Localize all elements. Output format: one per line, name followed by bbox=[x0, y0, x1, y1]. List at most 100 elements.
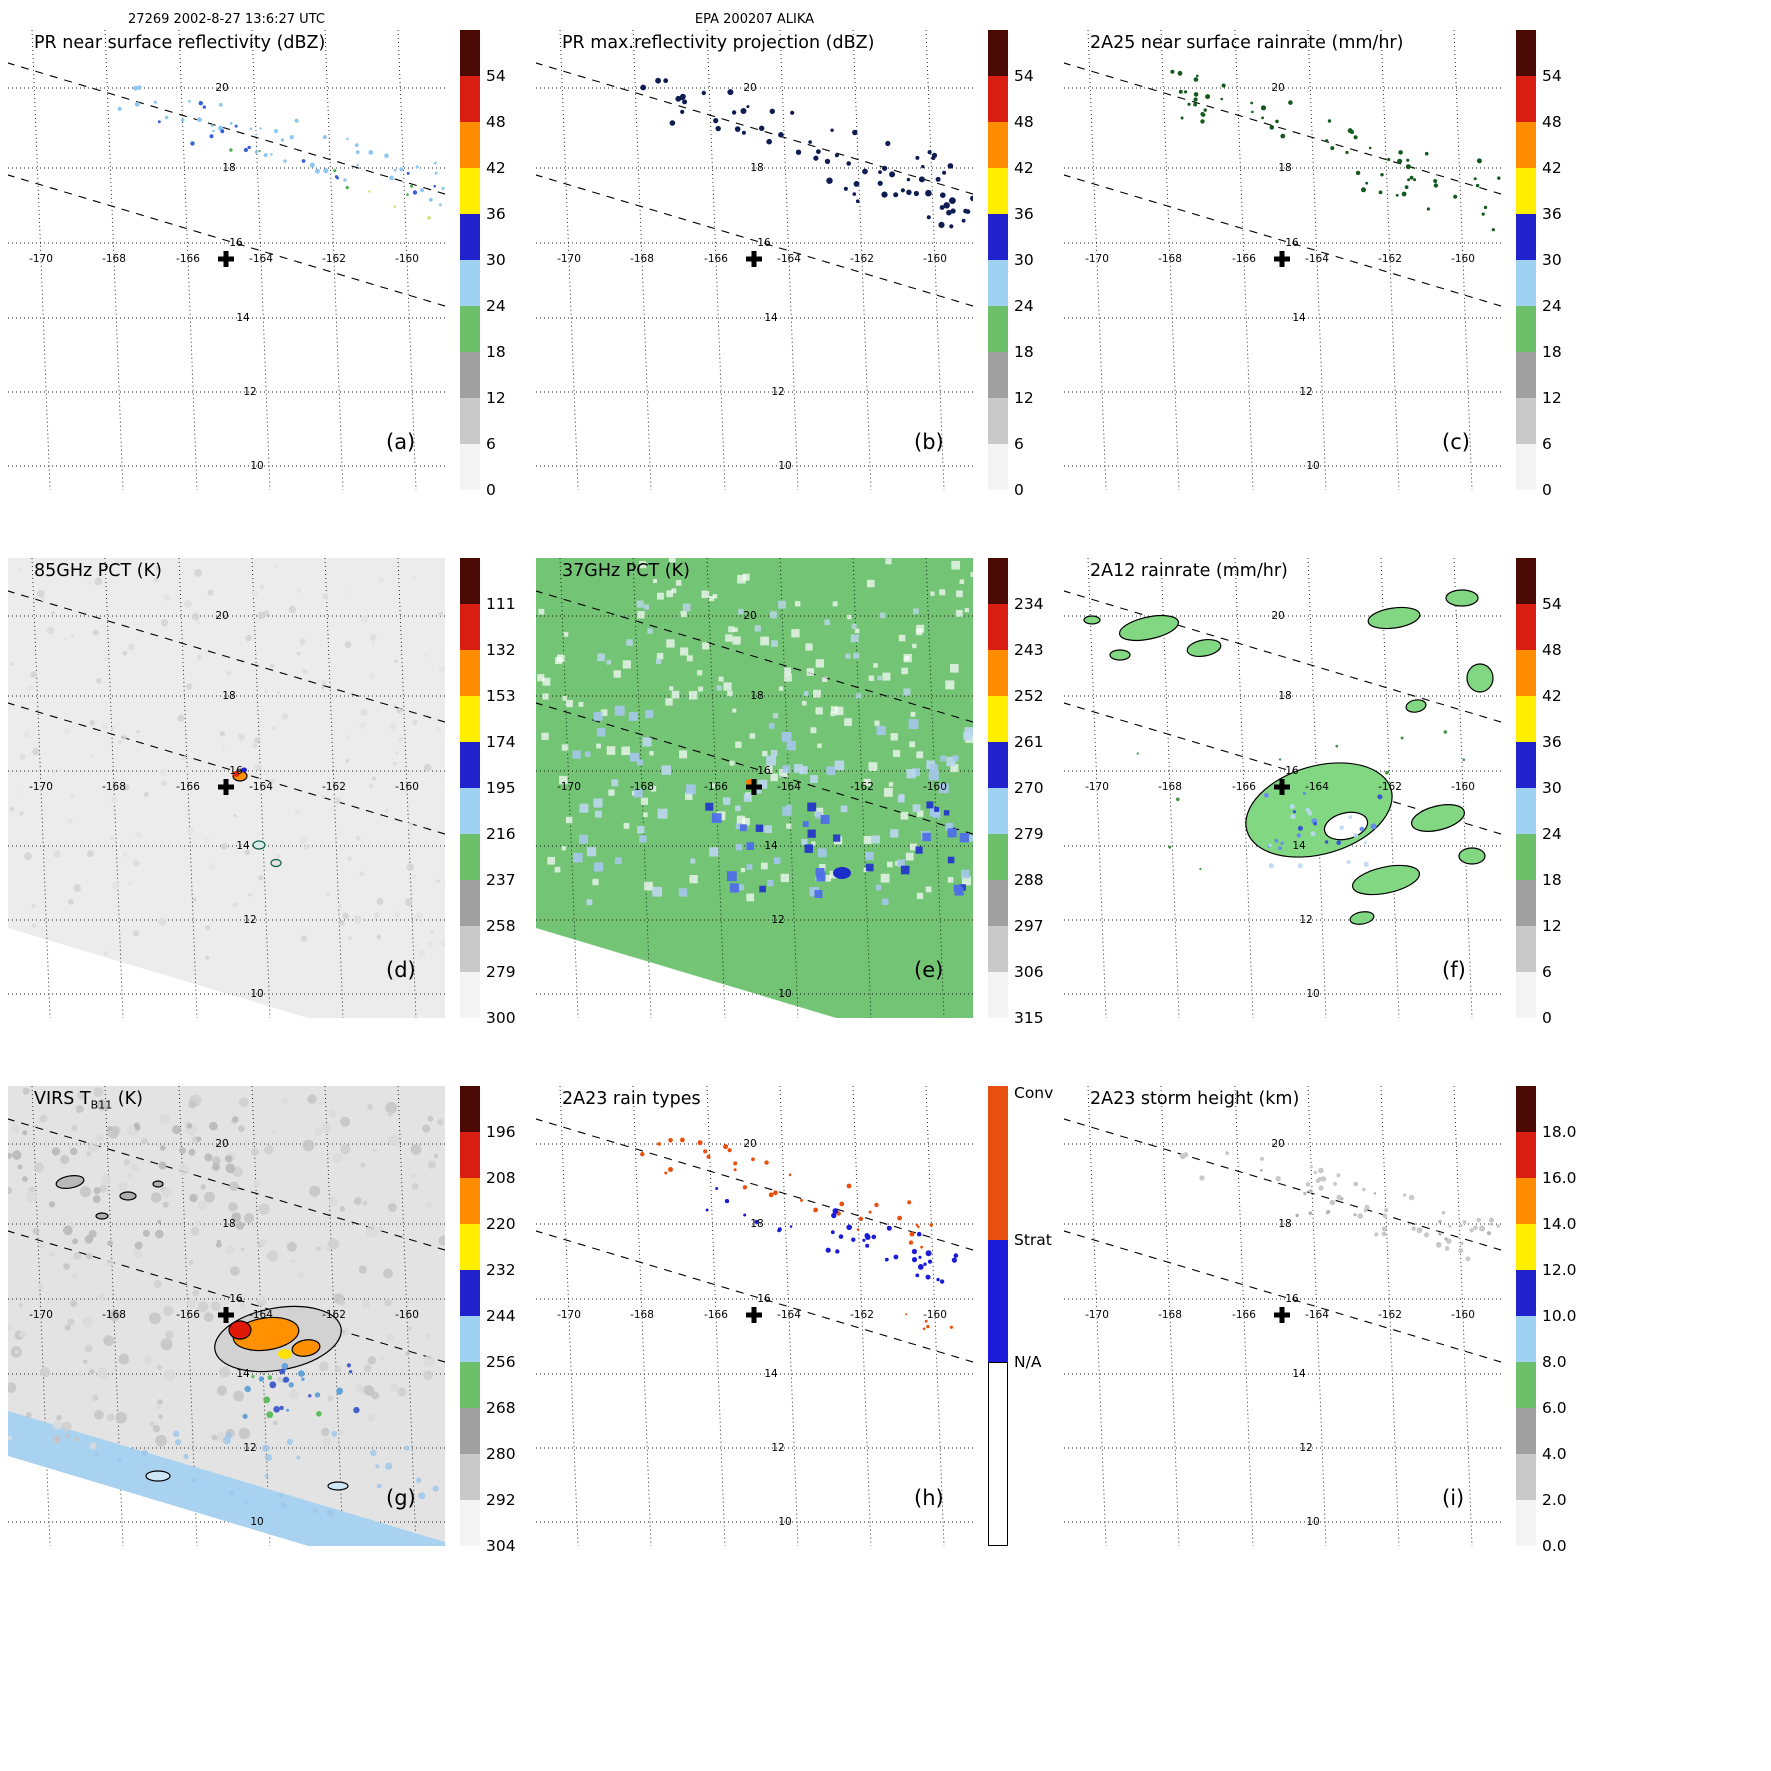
colorbar-tick-label: 48 bbox=[1542, 641, 1562, 659]
lon-tick-label: -170 bbox=[1085, 253, 1109, 265]
panel-title: 2A12 rainrate (mm/hr) bbox=[1090, 561, 1288, 581]
lon-tick-label: -166 bbox=[1232, 1309, 1256, 1321]
storm-center-cross bbox=[1274, 779, 1290, 795]
lat-tick-label: 18 bbox=[750, 1218, 764, 1230]
colorbar-segment bbox=[1516, 1362, 1536, 1408]
colorbar-tick-label: 111 bbox=[486, 595, 516, 613]
panel-title-text: 2A23 rain types bbox=[562, 1089, 701, 1109]
colorbar-segment bbox=[1516, 1408, 1536, 1454]
colorbar-segment bbox=[1516, 352, 1536, 398]
colorbar-segment bbox=[988, 696, 1008, 742]
colorbar-tick-label: 18 bbox=[486, 343, 506, 361]
colorbar-segment bbox=[460, 1224, 480, 1270]
colorbar-segment bbox=[1516, 558, 1536, 604]
lon-tick-label: -170 bbox=[29, 1309, 53, 1321]
colorbar-segment bbox=[1516, 214, 1536, 260]
colorbar-tick-label: 279 bbox=[486, 963, 516, 981]
colorbar-tick-label: 256 bbox=[486, 1353, 516, 1371]
panel-title: 2A23 rain types bbox=[562, 1089, 701, 1109]
colorbar-segment bbox=[988, 214, 1008, 260]
colorbar-segment bbox=[460, 880, 480, 926]
lon-tick-label: -168 bbox=[102, 253, 126, 265]
colorbar-segment bbox=[460, 1270, 480, 1316]
panel-title-text: 85GHz PCT (K) bbox=[34, 561, 162, 581]
colorbar-tick-label: 306 bbox=[1014, 963, 1044, 981]
colorbar-tick-label: 54 bbox=[1014, 67, 1034, 85]
lon-tick-label: -168 bbox=[1158, 253, 1182, 265]
lat-tick-label: 10 bbox=[1306, 460, 1320, 472]
colorbar-tick-label: 261 bbox=[1014, 733, 1044, 751]
colorbar-segment bbox=[460, 696, 480, 742]
swath-edge-lines bbox=[8, 1118, 445, 1363]
colorbar-segment bbox=[1516, 76, 1536, 122]
lat-tick-label: 20 bbox=[1271, 1138, 1285, 1150]
colorbar-segment bbox=[1516, 1224, 1536, 1270]
lat-tick-label: 14 bbox=[236, 312, 250, 324]
lon-tick-label: -168 bbox=[102, 781, 126, 793]
swath-edge-lines bbox=[8, 590, 445, 835]
lat-tick-label: 12 bbox=[243, 914, 257, 926]
colorbar-tick-label: 18 bbox=[1542, 871, 1562, 889]
colorbar-tick-label: 36 bbox=[486, 205, 506, 223]
storm-center-cross bbox=[746, 779, 762, 795]
panel-title-tail: (K) bbox=[112, 1089, 143, 1109]
lat-tick-label: 16 bbox=[1285, 237, 1299, 249]
colorbar-tick-label: 18.0 bbox=[1542, 1123, 1577, 1141]
colorbar-tick-label: 24 bbox=[1542, 825, 1562, 843]
colorbar-tick-label: 8.0 bbox=[1542, 1353, 1567, 1371]
colorbar-segment bbox=[460, 742, 480, 788]
colorbar-segment bbox=[460, 30, 480, 76]
colorbar-labels-b: 54 48 42 36 30 24 18 12 6 0 bbox=[1014, 30, 1066, 504]
colorbar-tick-label: 0 bbox=[1542, 481, 1552, 499]
map-canvas-g bbox=[8, 1086, 445, 1546]
panel-i: -170 -168 -166 -164 -162 -160 20 18 16 14 12 10 2A23… bbox=[1064, 1086, 1594, 1560]
colorbar-labels-e: 234 243 252 261 270 279 288 297 306 315 bbox=[1014, 558, 1066, 1032]
colorbar-tick-label: 244 bbox=[486, 1307, 516, 1325]
storm-center-cross bbox=[218, 779, 234, 795]
lon-tick-label: -170 bbox=[557, 253, 581, 265]
colorbar-tick-label: 30 bbox=[1542, 779, 1562, 797]
lat-tick-label: 20 bbox=[1271, 610, 1285, 622]
lat-tick-label: 16 bbox=[757, 1293, 771, 1305]
colorbar-tick-label: 16.0 bbox=[1542, 1169, 1577, 1187]
colorbar-segment bbox=[1516, 1178, 1536, 1224]
colorbar-labels-c: 54 48 42 36 30 24 18 12 6 0 bbox=[1542, 30, 1594, 504]
colorbar-segment bbox=[1516, 1454, 1536, 1500]
lon-tick-label: -160 bbox=[923, 1309, 947, 1321]
colorbar-tick-label: 6.0 bbox=[1542, 1399, 1567, 1417]
lon-tick-label: -162 bbox=[322, 781, 346, 793]
colorbar-segment bbox=[1516, 788, 1536, 834]
colorbar-tick-label: 12 bbox=[1542, 917, 1562, 935]
colorbar-segment bbox=[1516, 604, 1536, 650]
colorbar-tick-label: 0 bbox=[486, 481, 496, 499]
colorbar-segment bbox=[1516, 1316, 1536, 1362]
header-storm-name: EPA 200207 ALIKA bbox=[694, 12, 815, 27]
storm-center-cross bbox=[746, 251, 762, 267]
lat-tick-label: 16 bbox=[1285, 1293, 1299, 1305]
colorbar-tick-label: 0 bbox=[1542, 1009, 1552, 1027]
colorbar-tick-label: 24 bbox=[486, 297, 506, 315]
colorbar-segment bbox=[988, 926, 1008, 972]
graticule bbox=[536, 30, 973, 490]
colorbar-tick-label: 297 bbox=[1014, 917, 1044, 935]
colorbar-tick-label: 304 bbox=[486, 1537, 516, 1555]
colorbar-f bbox=[1516, 558, 1536, 1018]
lat-tick-label: 16 bbox=[229, 1293, 243, 1305]
header-orbit-datetime: 27269 2002-8-27 13:6:27 UTC bbox=[128, 12, 325, 27]
storm-center-cross bbox=[218, 1307, 234, 1323]
lat-tick-label: 18 bbox=[222, 690, 236, 702]
colorbar-segment bbox=[460, 1316, 480, 1362]
colorbar-tick-label: 216 bbox=[486, 825, 516, 843]
lon-tick-label: -166 bbox=[704, 253, 728, 265]
colorbar-segment bbox=[1516, 972, 1536, 1018]
colorbar-tick-label: 48 bbox=[1542, 113, 1562, 131]
lon-tick-label: -166 bbox=[704, 1309, 728, 1321]
colorbar-segment bbox=[988, 880, 1008, 926]
map-canvas-h bbox=[536, 1086, 973, 1546]
lat-tick-label: 12 bbox=[771, 914, 785, 926]
colorbar-segment bbox=[1516, 260, 1536, 306]
colorbar-tick-label: 10.0 bbox=[1542, 1307, 1577, 1325]
colorbar-segment bbox=[1516, 742, 1536, 788]
lat-tick-label: 10 bbox=[250, 1516, 264, 1528]
